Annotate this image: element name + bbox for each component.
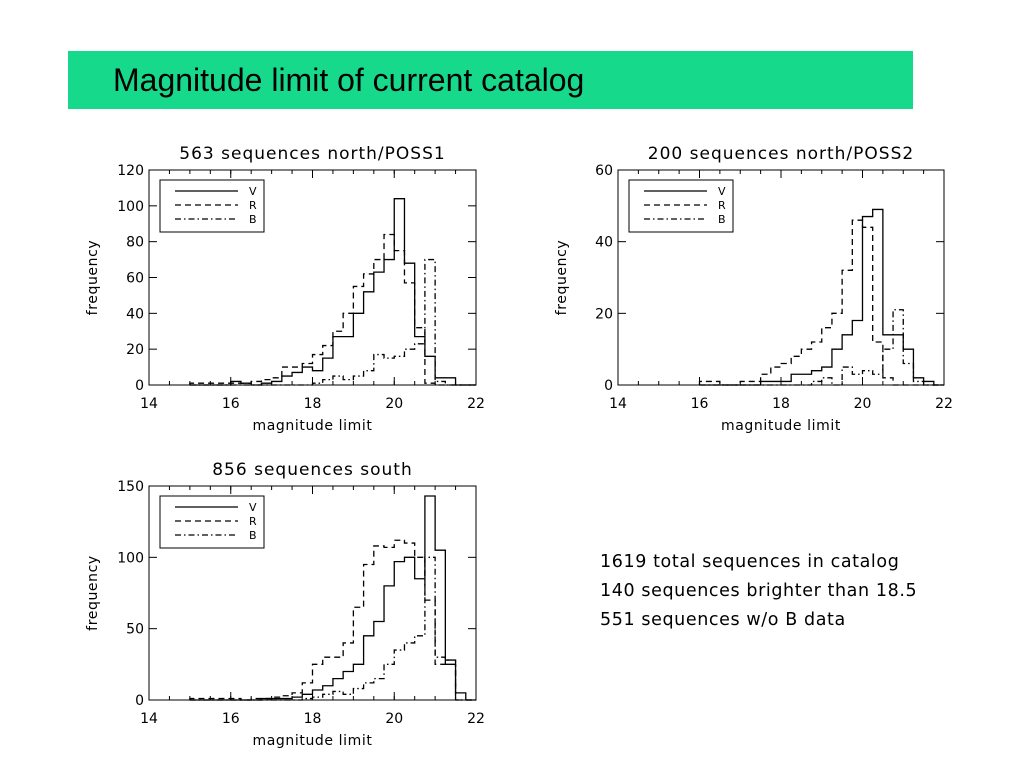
y-tick-label: 40 — [126, 306, 144, 322]
y-tick-label: 60 — [595, 163, 613, 179]
series-b-line — [189, 258, 476, 386]
y-tick-label: 0 — [135, 378, 144, 394]
x-tick-label: 18 — [772, 396, 790, 412]
note-total-sequences: 1619 total sequences in catalog — [600, 552, 900, 572]
y-tick-label: 150 — [117, 479, 144, 495]
legend-label-v: V — [718, 185, 726, 198]
catalog-summary: 1619 total sequences in catalog 140 sequ… — [600, 548, 917, 635]
series-b-line — [189, 556, 476, 701]
x-tick-label: 22 — [467, 711, 485, 727]
legend-label-r: R — [249, 199, 257, 212]
y-tick-label: 50 — [126, 622, 144, 638]
x-tick-label: 20 — [385, 711, 403, 727]
legend-box — [628, 179, 734, 233]
y-tick-label: 80 — [126, 235, 144, 251]
y-axis-label: frequency — [85, 555, 101, 631]
legend-label-b: B — [718, 213, 726, 226]
y-tick-label: 0 — [604, 378, 613, 394]
x-axis-label: magnitude limit — [253, 418, 373, 434]
y-tick-label: 0 — [135, 693, 144, 709]
legend-label-r: R — [249, 515, 257, 528]
y-tick-label: 120 — [117, 163, 144, 179]
y-tick-label: 40 — [595, 235, 613, 251]
note-bright-sequences: 140 sequences brighter than 18.5 — [600, 581, 918, 601]
y-axis-label: frequency — [554, 240, 570, 316]
x-tick-label: 18 — [304, 396, 322, 412]
title-bar — [68, 51, 913, 109]
legend-box — [159, 179, 265, 233]
y-tick-label: 20 — [126, 342, 144, 358]
x-tick-label: 16 — [222, 396, 240, 412]
legend-box — [159, 495, 265, 549]
x-tick-label: 20 — [854, 396, 872, 412]
x-tick-label: 14 — [609, 396, 627, 412]
note-no-b-data: 551 sequences w/o B data — [600, 610, 846, 630]
x-axis-label: magnitude limit — [253, 733, 373, 749]
y-tick-label: 20 — [595, 306, 613, 322]
legend-label-v: V — [249, 501, 257, 514]
legend-label-v: V — [249, 185, 257, 198]
y-tick-label: 100 — [117, 199, 144, 215]
chart-title: 200 sequences north/POSS2 — [648, 144, 914, 164]
x-tick-label: 16 — [691, 396, 709, 412]
x-tick-label: 22 — [467, 396, 485, 412]
x-tick-label: 20 — [385, 396, 403, 412]
legend-label-b: B — [249, 529, 257, 542]
y-axis-label: frequency — [85, 240, 101, 316]
chart-title: 856 sequences south — [212, 460, 413, 480]
series-r-line — [698, 219, 944, 386]
x-tick-label: 14 — [140, 711, 158, 727]
x-tick-label: 14 — [140, 396, 158, 412]
x-tick-label: 16 — [222, 711, 240, 727]
x-axis-label: magnitude limit — [721, 418, 841, 434]
legend-label-r: R — [718, 199, 726, 212]
x-tick-label: 18 — [304, 711, 322, 727]
series-r-line — [189, 233, 476, 386]
series-b-line — [699, 309, 944, 386]
chart-title: 563 sequences north/POSS1 — [179, 144, 445, 164]
x-tick-label: 22 — [935, 396, 953, 412]
y-tick-label: 60 — [126, 271, 144, 287]
series-r-line — [189, 539, 476, 701]
y-tick-label: 100 — [117, 550, 144, 566]
slide-title: Magnitude limit of current catalog — [113, 62, 585, 98]
legend-label-b: B — [249, 213, 257, 226]
series-v-line — [699, 208, 944, 386]
